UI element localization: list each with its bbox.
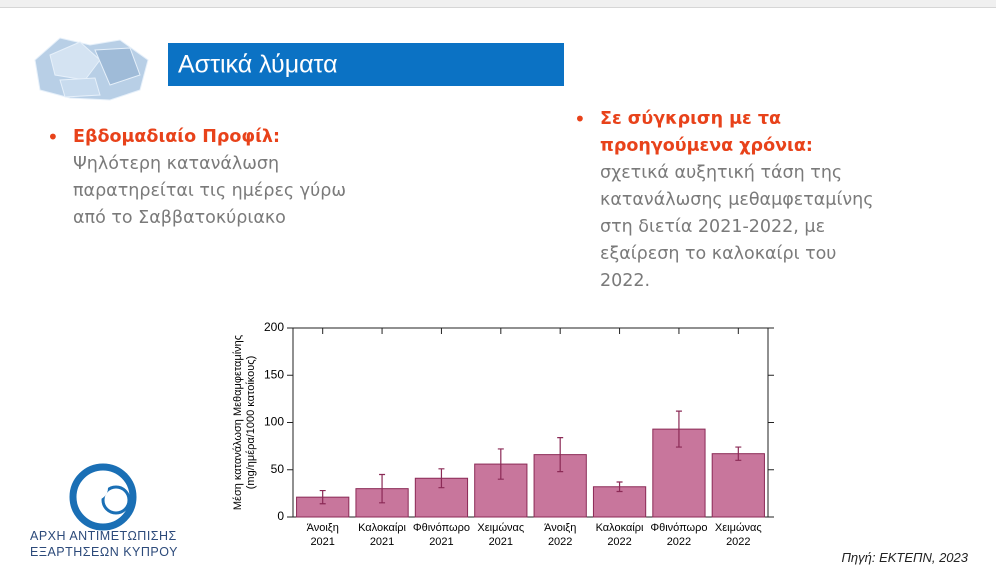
x-tick-label: 2022 [548, 536, 572, 548]
error-bar [557, 437, 564, 473]
x-tick-label: 2021 [429, 536, 453, 548]
error-bar [675, 410, 682, 448]
chart: 0 50 100 150 200 Μέση κατανάλωση Μεθαμφεταμίν… [232, 320, 774, 548]
x-tick-label: 2022 [607, 536, 631, 548]
y-tick-label: 0 [277, 509, 284, 523]
slide-title: Αστικά λύματα [178, 51, 338, 79]
x-tick-label: 2021 [489, 536, 513, 548]
x-tick-label: 2021 [370, 536, 394, 548]
bar [652, 428, 706, 518]
bullet-heading: Σε σύγκριση με τα προηγούμενα χρόνια: [600, 109, 813, 156]
bullet: • Εβδομαδιαίο Προφίλ: Ψηλότερη κατανάλωσ… [47, 124, 373, 232]
error-bar [379, 473, 386, 504]
x-tick-label: 2022 [667, 536, 691, 548]
browser-bar [0, 0, 996, 8]
x-tick-label: Φθινόπωρο [650, 522, 707, 534]
x-tick-label: Χειμώνας [715, 522, 762, 534]
y-tick-label: 150 [264, 367, 284, 381]
bullet-heading: Εβδομαδιαίο Προφίλ: [73, 127, 281, 147]
bullet: • Σε σύγκριση με τα προηγούμενα χρόνια: … [574, 106, 875, 295]
x-tick-label: Άνοιξη [307, 522, 339, 534]
crystal-image [34, 37, 149, 101]
logo: ΑΡΧΗ ΑΝΤΙΜΕΤΩΠΙΣΗΣ ΕΞΑΡΤΗΣΕΩΝ ΚΥΠΡΟΥ [30, 463, 178, 559]
x-tick-label: 2022 [726, 536, 750, 548]
error-bar [497, 448, 504, 480]
bullet-text: σχετικά αυξητική τάση της κατανάλωσης με… [600, 163, 874, 291]
y-tick-label: 50 [271, 462, 285, 476]
title-box [168, 43, 564, 86]
x-tick-label: Καλοκαίρι [596, 522, 644, 534]
y-axis-label: (mg/ημέρα/1000 κατοίκους) [245, 356, 257, 490]
x-tick-label: Άνοιξη [544, 522, 576, 534]
error-bar [616, 481, 623, 493]
y-tick-label: 100 [264, 415, 284, 429]
bar [711, 453, 765, 518]
error-bar [319, 489, 326, 505]
y-tick-label: 200 [264, 320, 284, 334]
error-bar [438, 468, 445, 489]
y-axis-label: Μέση κατανάλωση Μεθαμφεταμίνης [232, 335, 244, 510]
bullet-dot: • [574, 107, 586, 131]
x-tick-label: Χειμώνας [477, 522, 524, 534]
x-tick-label: Φθινόπωρο [413, 522, 470, 534]
logo-text: ΕΞΑΡΤΗΣΕΩΝ ΚΥΠΡΟΥ [30, 545, 178, 559]
bullet-dot: • [47, 125, 59, 149]
x-tick-label: Καλοκαίρι [358, 522, 406, 534]
error-bar [735, 446, 742, 461]
logo-text: ΑΡΧΗ ΑΝΤΙΜΕΤΩΠΙΣΗΣ [30, 529, 177, 543]
x-tick-label: 2021 [310, 536, 334, 548]
bullet-text: Ψηλότερη κατανάλωση παρατηρείται τις ημέ… [73, 154, 347, 228]
source: Πηγή: ΕΚΤΕΠΝ, 2023 [842, 550, 969, 565]
